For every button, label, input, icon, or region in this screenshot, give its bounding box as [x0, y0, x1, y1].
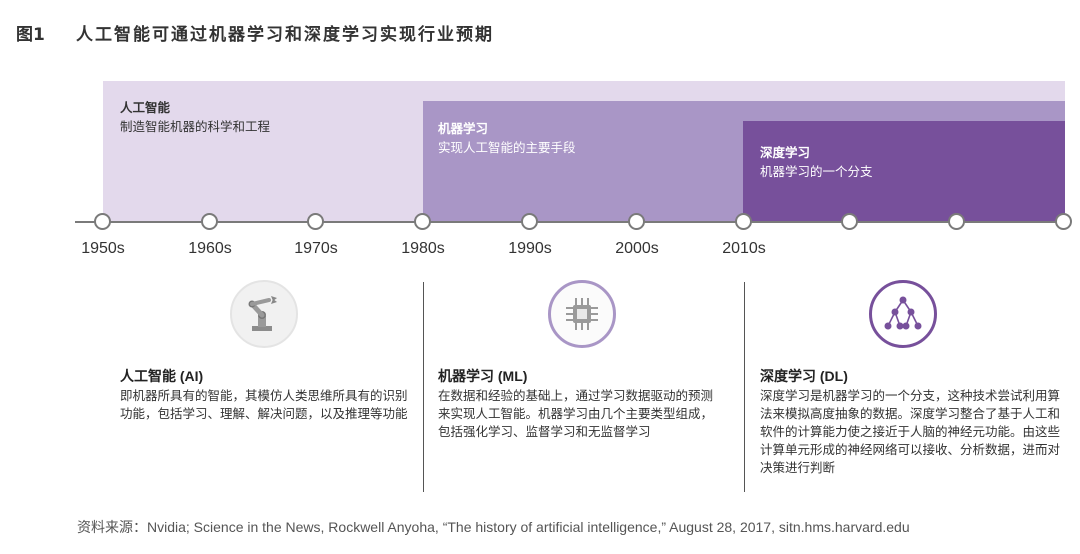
figure-title: 人工智能可通过机器学习和深度学习实现行业预期: [76, 25, 494, 45]
description-heading-dl: 深度学习 (DL): [760, 368, 848, 384]
timeline-axis: [75, 221, 1070, 223]
description-body-dl: 深度学习是机器学习的一个分支，这种技术尝试利用算法来模拟高度抽象的数据。深度学习…: [760, 388, 1061, 475]
timeline-node-2000s: [628, 213, 645, 230]
microchip-icon: [548, 280, 616, 348]
timeline-node-1950s: [94, 213, 111, 230]
band-subtitle-ai: 制造智能机器的科学和工程: [120, 119, 271, 134]
band-title-ml: 机器学习: [438, 121, 489, 136]
description-ai: 人工智能 (AI) 即机器所具有的智能，其模仿人类思维所具有的识别功能，包括学习…: [120, 367, 410, 423]
timeline-tick-1970s: 1970s: [294, 240, 338, 257]
timeline-tick-1960s: 1960s: [188, 240, 232, 257]
band-title-ai: 人工智能: [120, 100, 171, 115]
network-tree-icon: [869, 280, 937, 348]
band-label-ml: 机器学习 实现人工智能的主要手段: [438, 119, 576, 157]
timeline-node-2010s: [735, 213, 752, 230]
timeline-tick-2000s: 2000s: [615, 240, 659, 257]
band-subtitle-dl: 机器学习的一个分支: [760, 164, 873, 179]
timeline-node-1990s: [521, 213, 538, 230]
timeline-node-1960s: [201, 213, 218, 230]
timeline-tick-1990s: 1990s: [508, 240, 552, 257]
description-heading-ai: 人工智能 (AI): [120, 368, 204, 384]
timeline-node-1970s: [307, 213, 324, 230]
timeline-tick-2010s: 2010s: [722, 240, 766, 257]
band-subtitle-ml: 实现人工智能的主要手段: [438, 140, 576, 155]
description-dl: 深度学习 (DL) 深度学习是机器学习的一个分支，这种技术尝试利用算法来模拟高度…: [760, 367, 1060, 477]
band-title-dl: 深度学习: [760, 145, 811, 160]
timeline-tick-1980s: 1980s: [401, 240, 445, 257]
description-heading-ml: 机器学习 (ML): [438, 368, 528, 384]
band-label-dl: 深度学习 机器学习的一个分支: [760, 143, 873, 181]
figure-label: 图1: [16, 25, 45, 45]
section-divider-2: [744, 282, 745, 492]
timeline-node-2020: [841, 213, 858, 230]
source-note: 资料来源：Nvidia; Science in the News, Rockwe…: [77, 519, 910, 535]
timeline-node-2030: [948, 213, 965, 230]
timeline-node-1980s: [414, 213, 431, 230]
description-ml: 机器学习 (ML) 在数据和经验的基础上，通过学习数据驱动的预测来实现人工智能。…: [438, 367, 723, 441]
timeline-tick-1950s: 1950s: [81, 240, 125, 257]
section-divider-1: [423, 282, 424, 492]
timeline-node-end: [1055, 213, 1072, 230]
band-label-ai: 人工智能 制造智能机器的科学和工程: [120, 98, 270, 136]
description-body-ml: 在数据和经验的基础上，通过学习数据驱动的预测来实现人工智能。机器学习由几个主要类…: [438, 388, 714, 439]
band-deep-learning: [743, 121, 1065, 221]
description-body-ai: 即机器所具有的智能，其模仿人类思维所具有的识别功能，包括学习、理解、解决问题，以…: [120, 388, 408, 421]
robot-arm-icon: [230, 280, 298, 348]
